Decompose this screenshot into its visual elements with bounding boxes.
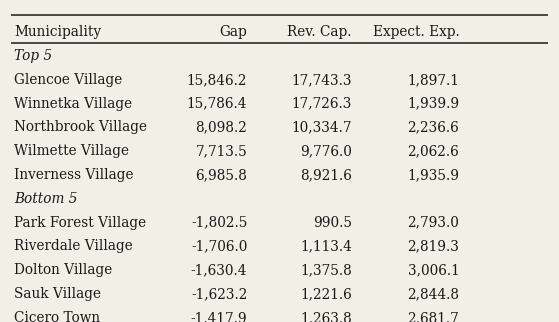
- Text: -1,630.4: -1,630.4: [191, 263, 247, 277]
- Text: Wilmette Village: Wilmette Village: [14, 144, 129, 158]
- Text: 1,221.6: 1,221.6: [300, 287, 352, 301]
- Text: Northbrook Village: Northbrook Village: [14, 120, 147, 134]
- Text: 17,726.3: 17,726.3: [292, 97, 352, 111]
- Text: Expect. Exp.: Expect. Exp.: [372, 25, 459, 39]
- Text: 15,786.4: 15,786.4: [187, 97, 247, 111]
- Text: Riverdale Village: Riverdale Village: [14, 240, 132, 253]
- Text: Park Forest Village: Park Forest Village: [14, 216, 146, 230]
- Text: Cicero Town: Cicero Town: [14, 311, 100, 322]
- Text: Bottom 5: Bottom 5: [14, 192, 77, 206]
- Text: 7,713.5: 7,713.5: [196, 144, 247, 158]
- Text: 3,006.1: 3,006.1: [408, 263, 459, 277]
- Text: 2,236.6: 2,236.6: [408, 120, 459, 134]
- Text: 2,681.7: 2,681.7: [408, 311, 459, 322]
- Text: Municipality: Municipality: [14, 25, 101, 39]
- Text: 15,846.2: 15,846.2: [187, 73, 247, 87]
- Text: 990.5: 990.5: [313, 216, 352, 230]
- Text: 1,939.9: 1,939.9: [407, 97, 459, 111]
- Text: Gap: Gap: [220, 25, 247, 39]
- Text: -1,417.9: -1,417.9: [191, 311, 247, 322]
- Text: 2,844.8: 2,844.8: [408, 287, 459, 301]
- Text: 2,793.0: 2,793.0: [408, 216, 459, 230]
- Text: Inverness Village: Inverness Village: [14, 168, 134, 182]
- Text: Sauk Village: Sauk Village: [14, 287, 101, 301]
- Text: -1,802.5: -1,802.5: [191, 216, 247, 230]
- Text: Top 5: Top 5: [14, 49, 52, 63]
- Text: 1,897.1: 1,897.1: [408, 73, 459, 87]
- Text: -1,623.2: -1,623.2: [191, 287, 247, 301]
- Text: Dolton Village: Dolton Village: [14, 263, 112, 277]
- Text: -1,706.0: -1,706.0: [191, 240, 247, 253]
- Text: 1,935.9: 1,935.9: [408, 168, 459, 182]
- Text: 1,113.4: 1,113.4: [300, 240, 352, 253]
- Text: 2,819.3: 2,819.3: [408, 240, 459, 253]
- Text: 10,334.7: 10,334.7: [291, 120, 352, 134]
- Text: 1,375.8: 1,375.8: [300, 263, 352, 277]
- Text: 9,776.0: 9,776.0: [300, 144, 352, 158]
- Text: Winnetka Village: Winnetka Village: [14, 97, 132, 111]
- Text: 8,098.2: 8,098.2: [196, 120, 247, 134]
- Text: 6,985.8: 6,985.8: [196, 168, 247, 182]
- Text: Glencoe Village: Glencoe Village: [14, 73, 122, 87]
- Text: 17,743.3: 17,743.3: [291, 73, 352, 87]
- Text: 1,263.8: 1,263.8: [300, 311, 352, 322]
- Text: 2,062.6: 2,062.6: [408, 144, 459, 158]
- Text: Rev. Cap.: Rev. Cap.: [287, 25, 352, 39]
- Text: 8,921.6: 8,921.6: [300, 168, 352, 182]
